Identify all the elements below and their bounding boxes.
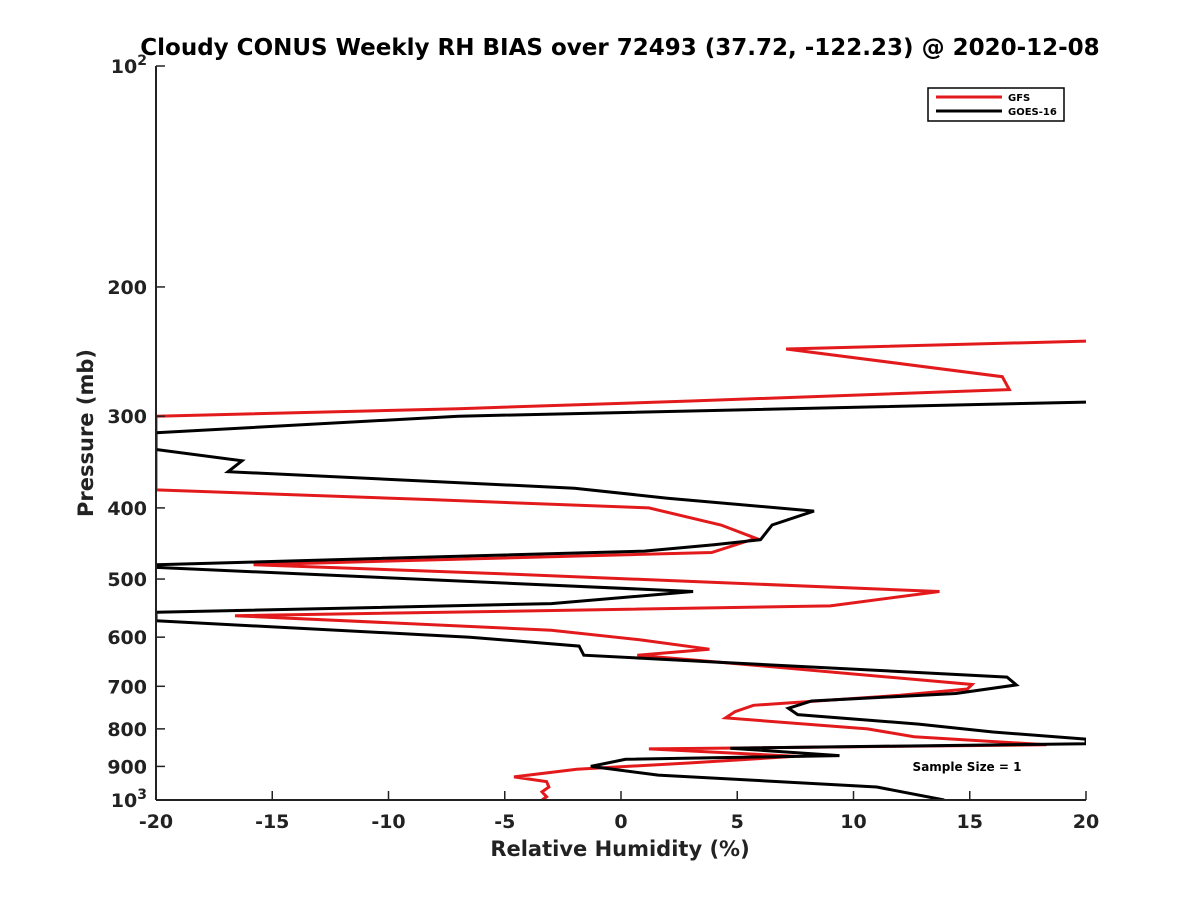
x-tick-label: -20 [139, 811, 173, 833]
series-line-gfs [156, 339, 1086, 800]
y-tick-label: 900 [107, 756, 147, 778]
x-tick-label: 10 [840, 811, 866, 833]
x-tick-label: 20 [1073, 811, 1099, 833]
x-tick-label: 5 [731, 811, 744, 833]
y-tick-label: 400 [107, 498, 147, 520]
x-tick-label: 0 [614, 811, 627, 833]
y-axis-label: Pressure (mb) [74, 349, 98, 517]
legend: GFS GOES-16 [927, 87, 1065, 122]
x-tick-label: -5 [494, 811, 515, 833]
y-tick-label: 300 [107, 406, 147, 428]
series-line-goes-16 [156, 400, 1086, 800]
y-tick-label: 700 [107, 676, 147, 698]
y-tick-label: 103 [111, 787, 147, 812]
chart-title: Cloudy CONUS Weekly RH BIAS over 72493 (… [140, 35, 1099, 61]
axes: -20 -15 -10 -5 0 5 10 15 20 102 200 300 400 500 600 700… [107, 53, 1099, 833]
y-tick-label: 600 [107, 627, 147, 649]
x-tick-label: 15 [957, 811, 983, 833]
y-tick-label: 500 [107, 569, 147, 591]
legend-label: GFS [1008, 93, 1030, 104]
legend-box [927, 87, 1065, 122]
x-tick-label: -15 [255, 811, 289, 833]
legend-label: GOES-16 [1008, 107, 1057, 118]
x-tick-label: -10 [371, 811, 405, 833]
y-tick-label: 102 [111, 53, 147, 78]
sample-size-annotation: Sample Size = 1 [913, 760, 1022, 774]
y-tick-label: 200 [107, 277, 147, 299]
y-tick-label: 800 [107, 719, 147, 741]
x-axis-label: Relative Humidity (%) [490, 837, 749, 861]
plot-area [156, 339, 1086, 800]
